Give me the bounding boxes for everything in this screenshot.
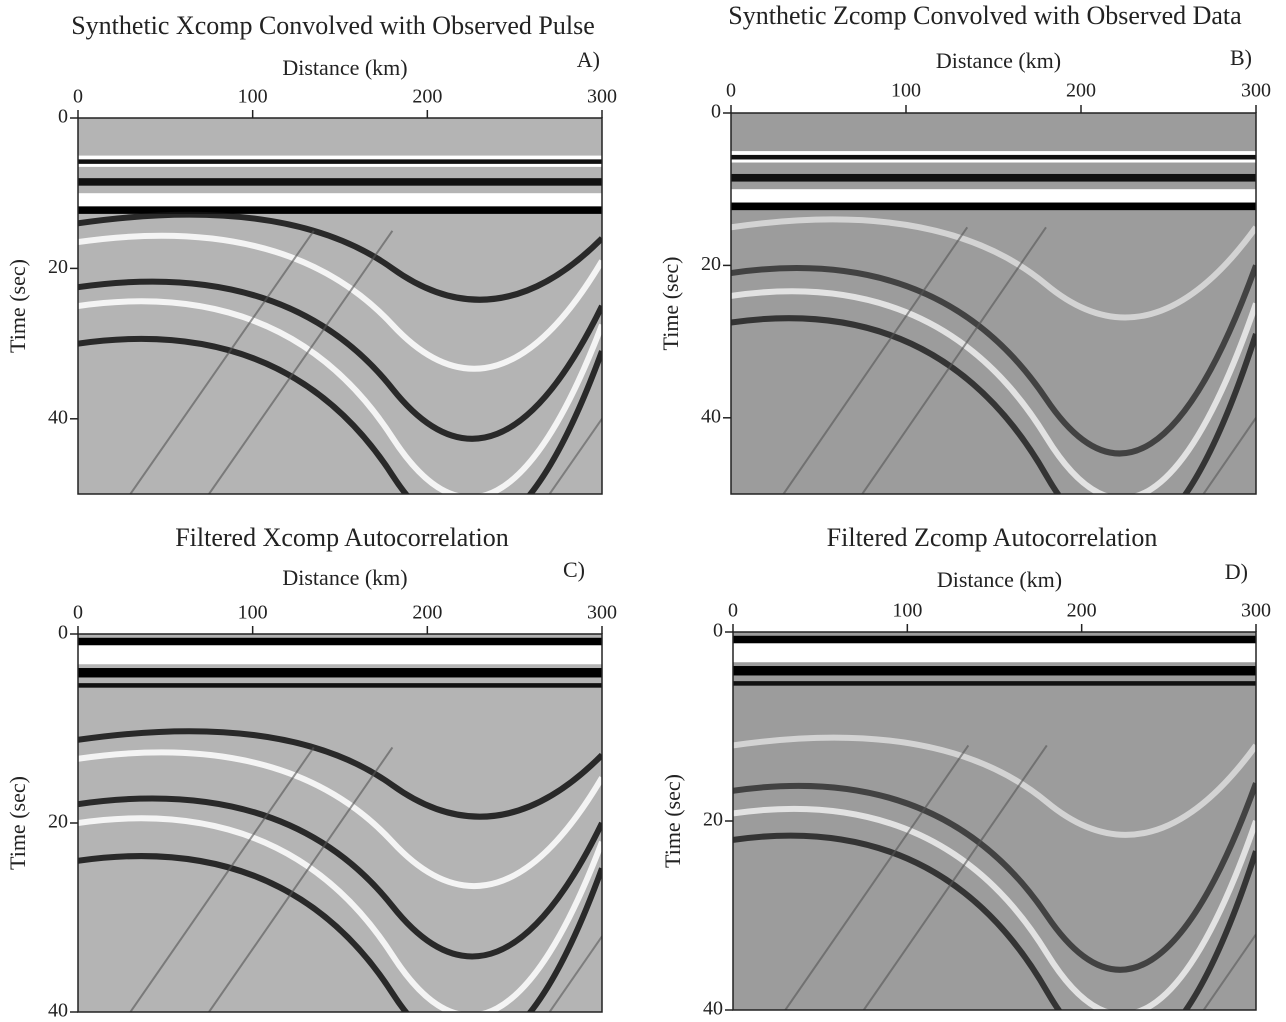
x-axis-label: Distance (km) <box>937 567 1062 592</box>
x-axis-label: Distance (km) <box>936 48 1061 73</box>
x-tick-label: 0 <box>73 86 83 108</box>
band <box>78 683 602 688</box>
band <box>733 666 1256 676</box>
seismic-event <box>78 232 602 372</box>
y-tick-label: 20 <box>48 811 68 833</box>
seismic-event <box>78 278 602 442</box>
seismic-event <box>733 734 1256 838</box>
plot-frame <box>730 112 1257 495</box>
seismic-image <box>78 118 602 494</box>
seismic-event <box>78 728 602 820</box>
panel-title: Synthetic Xcomp Convolved with Observed … <box>71 11 595 40</box>
x-tick-label: 300 <box>1241 80 1271 102</box>
plot-frame <box>77 117 603 495</box>
x-tick-label: 300 <box>587 602 617 624</box>
panel-title: Synthetic Zcomp Convolved with Observed … <box>728 1 1242 30</box>
x-tick-label: 100 <box>238 602 268 624</box>
y-axis-label: Time (sec) <box>5 259 30 353</box>
y-tick-label: 20 <box>48 256 68 278</box>
band <box>78 178 602 186</box>
seismic-event <box>78 298 602 494</box>
band <box>731 189 1256 205</box>
panel-title: Filtered Xcomp Autocorrelation <box>175 523 509 552</box>
y-tick-label: 20 <box>701 253 721 275</box>
seismic-diagonal <box>129 230 315 494</box>
y-tick-label: 40 <box>48 1000 68 1022</box>
seismic-diagonal <box>548 934 602 1012</box>
x-tick-label: 0 <box>73 602 83 624</box>
seismic-event <box>78 815 602 1012</box>
x-tick-label: 200 <box>412 602 442 624</box>
band <box>78 193 602 209</box>
seismic-diagonal <box>782 226 969 494</box>
x-tick-label: 0 <box>726 80 736 102</box>
y-axis-label: Time (sec) <box>5 776 30 870</box>
y-tick-label: 40 <box>701 405 721 427</box>
seismic-diagonal <box>784 744 970 1010</box>
seismic-diagonal <box>861 226 1047 494</box>
seismic-diagonal <box>1202 932 1256 1010</box>
band <box>78 668 602 678</box>
panel-title: Filtered Zcomp Autocorrelation <box>827 523 1158 552</box>
seismic-event <box>78 335 602 494</box>
y-tick-label: 20 <box>703 809 723 831</box>
band <box>731 173 1256 182</box>
x-axis-label: Distance (km) <box>282 565 407 590</box>
band <box>731 154 1256 160</box>
seismic-image <box>731 113 1256 494</box>
panel-label: C) <box>563 557 585 582</box>
seismic-event <box>733 782 1256 973</box>
x-tick-label: 300 <box>1241 600 1271 622</box>
y-tick-label: 0 <box>711 101 721 123</box>
y-tick-label: 0 <box>713 620 723 642</box>
y-tick-label: 0 <box>58 106 68 128</box>
y-tick-label: 40 <box>48 406 68 428</box>
seismic-diagonal <box>208 746 394 1012</box>
band <box>733 681 1256 686</box>
panel-label: A) <box>577 47 600 72</box>
band <box>78 645 602 665</box>
seismic-event <box>731 216 1256 321</box>
band <box>78 206 602 214</box>
seismic-image <box>78 634 602 1012</box>
panel-label: D) <box>1225 559 1248 584</box>
y-tick-label: 40 <box>703 998 723 1020</box>
x-tick-label: 100 <box>238 86 268 108</box>
seismic-event <box>731 288 1256 494</box>
band <box>78 637 602 646</box>
x-tick-label: 200 <box>1066 80 1096 102</box>
seismic-event <box>78 795 602 960</box>
seismic-event <box>78 211 602 303</box>
y-tick-label: 0 <box>58 622 68 644</box>
seismic-event <box>731 264 1256 457</box>
seismic-event <box>731 315 1256 494</box>
x-axis-label: Distance (km) <box>282 55 407 80</box>
seismic-event <box>78 749 602 890</box>
panel-label: B) <box>1230 45 1252 70</box>
seismic-diagonal <box>862 744 1048 1010</box>
x-tick-label: 0 <box>728 600 738 622</box>
seismic-event <box>733 832 1256 1010</box>
seismic-diagonal <box>1202 416 1256 494</box>
seismic-diagonal <box>129 746 315 1012</box>
band <box>78 159 602 164</box>
band <box>733 643 1256 663</box>
x-tick-label: 200 <box>412 86 442 108</box>
x-tick-label: 100 <box>891 80 921 102</box>
seismic-diagonal <box>208 230 394 494</box>
seismic-diagonal <box>548 417 602 494</box>
y-axis-label: Time (sec) <box>660 774 685 868</box>
x-tick-label: 100 <box>892 600 922 622</box>
band <box>733 635 1256 644</box>
seismic-image <box>733 632 1256 1010</box>
seismic-event <box>733 805 1256 1010</box>
x-tick-label: 200 <box>1067 600 1097 622</box>
x-tick-label: 300 <box>587 86 617 108</box>
band <box>731 202 1256 211</box>
seismic-event <box>78 853 602 1012</box>
y-axis-label: Time (sec) <box>658 257 683 351</box>
